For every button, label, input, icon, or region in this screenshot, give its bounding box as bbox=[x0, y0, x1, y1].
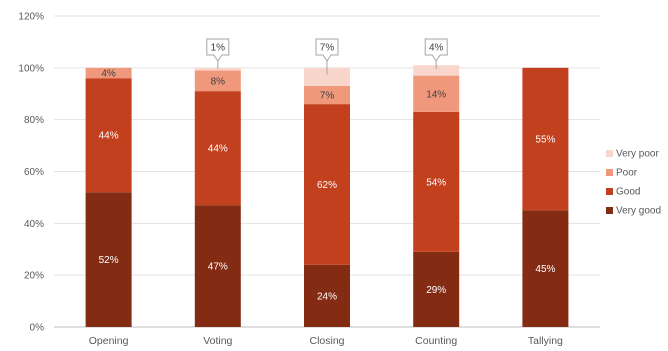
data-label: 8% bbox=[211, 76, 226, 87]
bar-segment-poor bbox=[304, 85, 350, 105]
bar-segment-good bbox=[304, 104, 350, 265]
bar-segment-very-good bbox=[194, 205, 241, 327]
data-label: 7% bbox=[320, 91, 335, 102]
data-label: 54% bbox=[426, 177, 446, 188]
x-category-label: Closing bbox=[309, 335, 344, 347]
data-label: 45% bbox=[535, 264, 555, 275]
legend-swatch bbox=[606, 188, 613, 195]
legend-label: Very poor bbox=[616, 149, 659, 160]
data-label: 14% bbox=[426, 89, 446, 100]
y-tick-label: 100% bbox=[18, 63, 44, 74]
y-tick-label: 40% bbox=[24, 219, 44, 230]
data-label: 52% bbox=[99, 255, 119, 266]
data-label: 55% bbox=[535, 135, 555, 146]
bar-segment-very-poor bbox=[194, 67, 241, 71]
data-label: 29% bbox=[426, 285, 446, 296]
y-tick-label: 20% bbox=[24, 271, 44, 282]
x-category-label: Tallying bbox=[528, 335, 563, 347]
data-label: 47% bbox=[208, 262, 228, 273]
bar-segment-very-good bbox=[413, 251, 460, 327]
callout-box bbox=[206, 38, 230, 62]
data-label: 62% bbox=[317, 180, 337, 191]
x-category-label: Opening bbox=[89, 335, 129, 347]
data-label: 4% bbox=[101, 69, 116, 80]
bar-segment-very-poor bbox=[304, 67, 350, 86]
legend-swatch bbox=[606, 169, 613, 176]
callout-box bbox=[424, 38, 448, 62]
data-label: 7% bbox=[320, 43, 335, 54]
bar-segment-good bbox=[522, 67, 569, 211]
legend-label: Very good bbox=[616, 206, 661, 217]
bar-segment-poor bbox=[85, 67, 132, 79]
y-tick-label: 0% bbox=[30, 323, 45, 334]
bar-segment-very-good bbox=[304, 264, 350, 327]
bar-segment-poor bbox=[413, 75, 460, 112]
bar-segment-very-poor bbox=[413, 65, 460, 76]
x-category-label: Counting bbox=[415, 335, 457, 347]
data-label: 44% bbox=[99, 131, 119, 142]
bar-segment-good bbox=[413, 111, 460, 252]
callout-box bbox=[315, 38, 339, 62]
bar-segment-poor bbox=[194, 70, 241, 92]
y-tick-label: 60% bbox=[24, 167, 44, 178]
y-tick-label: 120% bbox=[18, 12, 44, 23]
legend-label: Poor bbox=[616, 168, 638, 179]
data-label: 44% bbox=[208, 144, 228, 155]
bar-segment-very-good bbox=[85, 192, 132, 327]
x-category-label: Voting bbox=[203, 335, 232, 347]
y-tick-label: 80% bbox=[24, 115, 44, 126]
legend-label: Good bbox=[616, 187, 640, 198]
data-label: 24% bbox=[317, 291, 337, 302]
bar-segment-good bbox=[194, 91, 241, 206]
data-label: 4% bbox=[429, 43, 444, 54]
legend-swatch bbox=[606, 150, 613, 157]
bar-segment-very-good bbox=[522, 210, 569, 327]
data-label: 1% bbox=[211, 43, 226, 54]
bar-segment-good bbox=[85, 78, 132, 193]
legend-swatch bbox=[606, 207, 613, 214]
